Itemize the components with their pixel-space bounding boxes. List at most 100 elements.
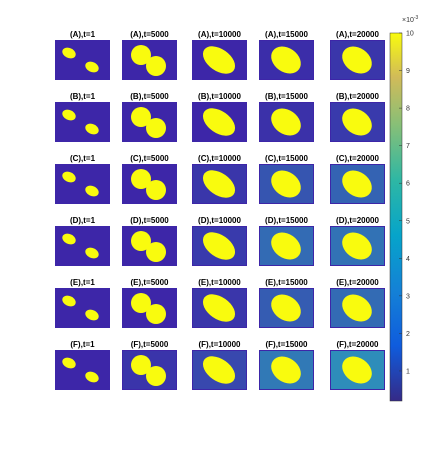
panel-title: (D),t=15000 <box>265 216 308 225</box>
droplet <box>131 293 151 313</box>
multiplier-base: ×10 <box>402 17 414 24</box>
panel <box>192 350 247 390</box>
droplet <box>85 123 99 135</box>
panel <box>122 164 177 204</box>
droplet <box>342 108 372 136</box>
panel <box>259 164 314 204</box>
droplet <box>146 56 166 76</box>
panel-title: (C),t=15000 <box>265 154 308 163</box>
colorbar-tick-label: 6 <box>406 181 410 188</box>
panel <box>55 226 110 266</box>
droplet <box>62 171 76 183</box>
panel-title: (C),t=1 <box>70 154 96 163</box>
droplet <box>202 356 236 384</box>
droplet <box>85 247 99 259</box>
panel <box>330 40 385 80</box>
panel <box>55 288 110 328</box>
panel-background <box>55 164 110 204</box>
panel <box>259 40 314 80</box>
panel-title: (D),t=5000 <box>130 216 169 225</box>
colorbar: ×10-3 1 2 3 4 5 6 7 8 9 10 <box>389 15 419 402</box>
panel-title: (F),t=15000 <box>265 340 308 349</box>
droplet <box>146 304 166 324</box>
droplet <box>271 170 301 198</box>
colorbar-multiplier: ×10-3 <box>402 15 419 24</box>
droplet <box>62 357 76 369</box>
panel-title: (A),t=1 <box>70 30 96 39</box>
colorbar-tick-label: 10 <box>406 31 414 38</box>
droplet <box>271 46 301 74</box>
droplet <box>131 231 151 251</box>
droplet <box>85 309 99 321</box>
droplet <box>85 185 99 197</box>
panel-title: (F),t=1 <box>70 340 95 349</box>
droplet <box>202 46 236 74</box>
panel <box>192 40 247 80</box>
droplet <box>85 61 99 73</box>
panel-background <box>55 40 110 80</box>
panel <box>55 40 110 80</box>
droplet <box>271 232 301 260</box>
panel-title: (D),t=1 <box>70 216 96 225</box>
panel <box>259 226 314 266</box>
droplet <box>342 232 372 260</box>
panel <box>122 226 177 266</box>
panel-background <box>55 226 110 266</box>
panel-title: (B),t=20000 <box>336 92 379 101</box>
panel-title: (E),t=10000 <box>198 278 241 287</box>
droplet <box>271 108 301 136</box>
panel-title: (F),t=20000 <box>336 340 379 349</box>
colorbar-tick-label: 7 <box>406 143 410 150</box>
panel <box>122 40 177 80</box>
panel-title: (A),t=5000 <box>130 30 169 39</box>
droplet <box>146 366 166 386</box>
panel <box>259 288 314 328</box>
droplet <box>131 355 151 375</box>
droplet <box>131 45 151 65</box>
colorbar-ramp <box>389 32 403 402</box>
panel <box>122 350 177 390</box>
panel-title: (A),t=10000 <box>198 30 241 39</box>
panel-title: (A),t=15000 <box>265 30 308 39</box>
multiplier-exponent: -3 <box>414 15 419 21</box>
panel <box>259 350 314 390</box>
droplet <box>131 169 151 189</box>
droplet <box>146 118 166 138</box>
panel <box>330 226 385 266</box>
colorbar-tick-label: 5 <box>406 218 410 225</box>
panel-title: (B),t=1 <box>70 92 96 101</box>
panel <box>55 102 110 142</box>
droplet <box>271 294 301 322</box>
droplet <box>62 233 76 245</box>
colorbar-tick-label: 4 <box>406 256 410 263</box>
droplet <box>202 170 236 198</box>
droplet <box>342 170 372 198</box>
panel-title: (C),t=20000 <box>336 154 379 163</box>
colorbar-tick-label: 8 <box>406 106 410 113</box>
droplet <box>342 356 372 384</box>
droplet <box>131 107 151 127</box>
panel-title: (C),t=10000 <box>198 154 241 163</box>
panel <box>192 164 247 204</box>
panel-title: (B),t=10000 <box>198 92 241 101</box>
panel-title: (B),t=5000 <box>130 92 169 101</box>
panel-title: (E),t=20000 <box>336 278 379 287</box>
droplet <box>342 294 372 322</box>
panel <box>55 164 110 204</box>
panel <box>330 288 385 328</box>
panel <box>192 102 247 142</box>
colorbar-tick-label: 3 <box>406 293 410 300</box>
colorbar-tick-label: 2 <box>406 331 410 338</box>
panel <box>192 288 247 328</box>
panel-title: (B),t=15000 <box>265 92 308 101</box>
panel <box>330 102 385 142</box>
panel-background <box>55 350 110 390</box>
panel-title: (F),t=5000 <box>131 340 169 349</box>
droplet <box>202 108 236 136</box>
droplet <box>202 232 236 260</box>
droplet <box>271 356 301 384</box>
droplet <box>85 371 99 383</box>
droplet <box>342 46 372 74</box>
panel <box>122 102 177 142</box>
